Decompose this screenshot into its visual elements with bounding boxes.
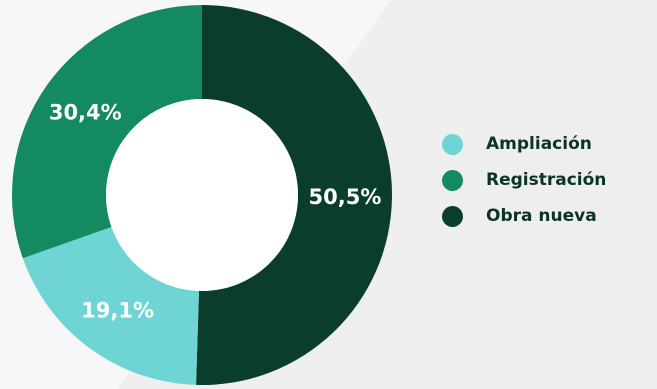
donut-slice-obra-nueva — [196, 5, 392, 385]
legend-label: Ampliación — [486, 134, 592, 154]
legend-label: Registración — [486, 170, 607, 190]
legend-item-obra-nueva: Obra nueva — [442, 198, 606, 234]
chart-legend: Ampliación Registración Obra nueva — [442, 126, 606, 234]
legend-item-ampliacion: Ampliación — [442, 126, 606, 162]
legend-label: Obra nueva — [486, 206, 597, 226]
legend-swatch — [442, 169, 463, 191]
legend-swatch — [442, 205, 463, 227]
slice-value-label: 50,5% — [309, 185, 382, 209]
legend-swatch — [442, 133, 463, 155]
donut-slice-ampliaci-n — [22, 226, 199, 385]
legend-item-registracion: Registración — [442, 162, 606, 198]
slice-value-label: 19,1% — [81, 298, 154, 322]
donut-hole — [106, 99, 298, 291]
donut-slice-registraci-n — [11, 5, 203, 259]
slice-value-label: 30,4% — [49, 100, 122, 124]
